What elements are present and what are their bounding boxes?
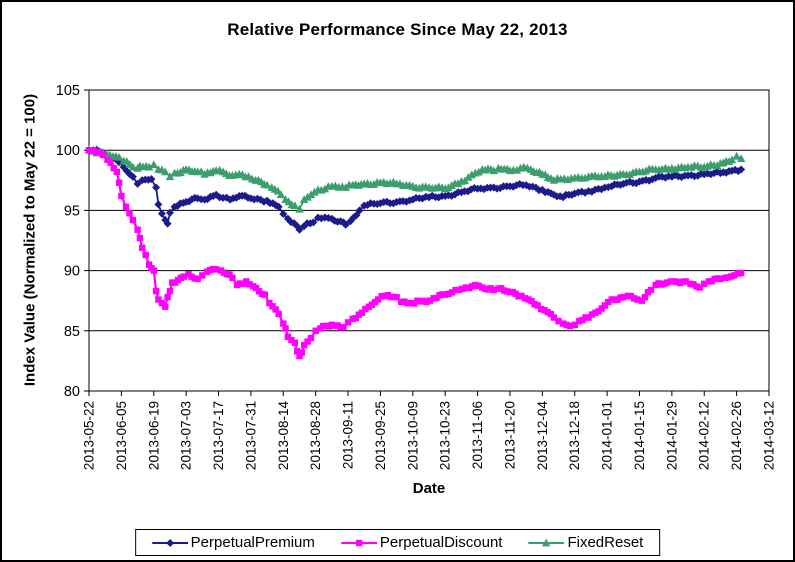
legend-diamond-icon	[151, 538, 188, 547]
x-axis-title: Date	[412, 480, 446, 497]
y-axis-title: Index Value (Normalized to May 22 = 100)	[21, 93, 39, 387]
legend-square-icon	[340, 539, 377, 546]
plot-border	[88, 89, 770, 392]
x-tick-label: 2013-09-11	[341, 401, 356, 469]
series-PerpetualDiscount	[85, 147, 745, 360]
x-tick-label: 2013-06-05	[114, 401, 129, 470]
y-tick-label: 100	[56, 143, 80, 159]
x-tick-label: 2014-02-12	[697, 401, 712, 470]
legend-label: PerpetualDiscount	[379, 534, 503, 551]
x-tick-label: 2013-07-31	[243, 401, 258, 470]
legend-label: FixedReset	[567, 534, 644, 551]
x-tick-label: 2014-02-26	[729, 401, 744, 470]
legend-item-PerpetualPremium: PerpetualPremium	[151, 534, 315, 551]
series-markers	[84, 145, 746, 213]
x-tick-label: 2013-06-19	[146, 401, 161, 470]
legend-item-PerpetualDiscount: PerpetualDiscount	[340, 534, 503, 551]
legend-triangle-icon	[528, 538, 565, 546]
series-FixedReset	[84, 145, 746, 213]
y-tick-label: 85	[64, 324, 80, 340]
x-tick-label: 2013-08-28	[308, 401, 323, 470]
series-PerpetualPremium	[85, 145, 746, 234]
x-tick-label: 2013-11-06	[470, 401, 485, 469]
x-tick-label: 2013-07-17	[211, 401, 226, 470]
x-axis: 2013-05-22 2013-06-05 2013-06-19 2013-07-03…	[82, 391, 777, 470]
x-tick-label: 2014-01-01	[600, 401, 615, 470]
legend-label: PerpetualPremium	[190, 534, 315, 551]
x-tick-label: 2013-10-09	[405, 401, 420, 470]
x-tick-label: 2014-01-29	[664, 401, 679, 470]
series-markers	[85, 147, 745, 360]
x-tick-label: 2014-01-15	[632, 401, 647, 470]
y-tick-label: 80	[64, 384, 80, 400]
y-tick-label: 105	[56, 83, 80, 99]
x-tick-label: 2013-12-18	[567, 401, 582, 470]
x-tick-label: 2013-10-23	[438, 401, 453, 470]
x-tick-label: 2013-07-03	[179, 401, 194, 470]
y-tick-label: 90	[64, 264, 80, 280]
series-markers	[85, 145, 746, 234]
gridlines	[84, 89, 769, 392]
chart-title: Relative Performance Since May 22, 2013	[227, 20, 568, 39]
x-tick-label: 2013-11-20	[502, 401, 517, 469]
y-tick-label: 95	[64, 203, 80, 219]
legend: PerpetualPremium PerpetualDiscount FixedRe…	[134, 529, 661, 556]
x-tick-label: 2013-12-04	[535, 401, 550, 471]
x-tick-label: 2013-08-14	[276, 401, 291, 471]
x-tick-label: 2013-09-25	[373, 401, 388, 470]
legend-item-FixedReset: FixedReset	[528, 534, 643, 551]
x-tick-label: 2013-05-22	[82, 401, 97, 470]
x-tick-label: 2014-03-12	[762, 401, 777, 470]
